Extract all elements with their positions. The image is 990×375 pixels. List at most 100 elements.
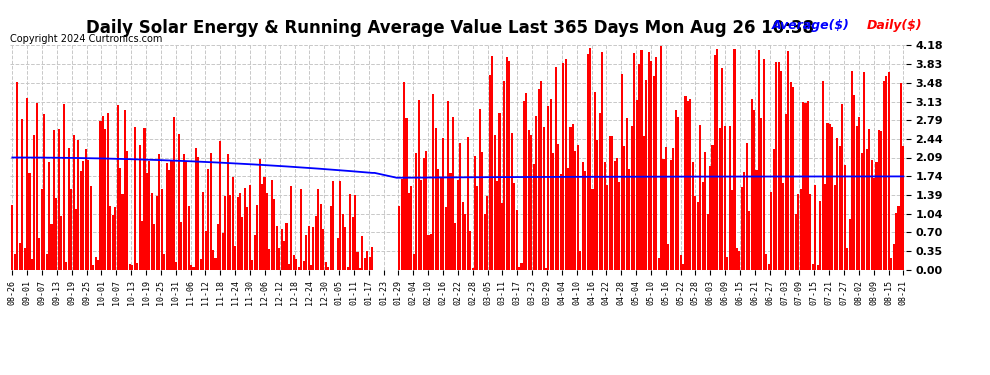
Bar bbox=[197, 157, 199, 270]
Bar bbox=[418, 100, 420, 270]
Bar bbox=[631, 126, 633, 270]
Bar bbox=[330, 206, 332, 270]
Bar bbox=[629, 169, 631, 270]
Bar bbox=[822, 81, 824, 270]
Bar bbox=[90, 186, 92, 270]
Bar bbox=[280, 229, 283, 270]
Bar bbox=[554, 68, 556, 270]
Bar bbox=[885, 76, 887, 270]
Bar bbox=[824, 184, 826, 270]
Bar bbox=[39, 238, 41, 270]
Bar bbox=[621, 74, 623, 270]
Bar bbox=[340, 182, 342, 270]
Bar bbox=[415, 153, 418, 270]
Bar bbox=[734, 50, 736, 270]
Bar bbox=[743, 172, 745, 270]
Bar bbox=[92, 265, 94, 270]
Bar bbox=[765, 254, 767, 270]
Bar bbox=[868, 129, 870, 270]
Bar bbox=[819, 201, 822, 270]
Bar bbox=[650, 61, 652, 270]
Bar bbox=[508, 61, 510, 270]
Bar bbox=[361, 236, 363, 270]
Bar bbox=[349, 194, 351, 270]
Bar bbox=[408, 193, 410, 270]
Bar bbox=[117, 105, 119, 270]
Bar bbox=[77, 140, 79, 270]
Bar bbox=[70, 189, 72, 270]
Bar bbox=[187, 206, 190, 270]
Bar bbox=[837, 138, 839, 270]
Bar bbox=[748, 211, 750, 270]
Bar bbox=[371, 248, 373, 270]
Bar bbox=[523, 101, 525, 270]
Bar bbox=[207, 169, 209, 270]
Bar bbox=[271, 180, 273, 270]
Bar bbox=[75, 209, 77, 270]
Bar bbox=[662, 159, 664, 270]
Bar bbox=[170, 160, 172, 270]
Bar bbox=[202, 192, 204, 270]
Bar bbox=[741, 187, 742, 270]
Bar bbox=[466, 136, 468, 270]
Bar bbox=[185, 161, 187, 270]
Bar bbox=[785, 114, 787, 270]
Bar bbox=[293, 255, 295, 270]
Bar bbox=[351, 217, 353, 270]
Bar bbox=[702, 182, 704, 270]
Bar bbox=[739, 251, 741, 270]
Bar bbox=[87, 159, 89, 270]
Bar bbox=[745, 143, 747, 270]
Bar bbox=[300, 189, 302, 270]
Bar bbox=[717, 49, 719, 270]
Bar bbox=[494, 135, 496, 270]
Bar bbox=[158, 154, 160, 270]
Bar bbox=[569, 127, 571, 270]
Bar bbox=[489, 75, 491, 270]
Bar bbox=[318, 189, 320, 270]
Bar bbox=[275, 226, 278, 270]
Bar bbox=[190, 264, 192, 270]
Bar bbox=[707, 214, 709, 270]
Bar bbox=[814, 185, 817, 270]
Bar bbox=[134, 127, 136, 270]
Bar bbox=[220, 141, 222, 270]
Bar bbox=[433, 94, 435, 270]
Bar bbox=[413, 254, 415, 270]
Bar bbox=[359, 268, 361, 270]
Bar bbox=[256, 206, 258, 270]
Bar bbox=[354, 195, 356, 270]
Bar bbox=[750, 99, 752, 270]
Bar bbox=[215, 258, 217, 270]
Bar bbox=[454, 223, 456, 270]
Bar bbox=[303, 261, 305, 270]
Bar bbox=[449, 173, 451, 270]
Bar bbox=[888, 72, 890, 270]
Bar bbox=[62, 104, 64, 270]
Bar bbox=[327, 267, 329, 270]
Bar bbox=[829, 124, 831, 270]
Bar bbox=[579, 251, 581, 270]
Bar bbox=[322, 229, 325, 270]
Bar bbox=[124, 110, 126, 270]
Bar bbox=[195, 147, 197, 270]
Bar bbox=[445, 207, 446, 270]
Bar bbox=[636, 100, 638, 270]
Bar bbox=[129, 264, 131, 270]
Bar bbox=[285, 223, 287, 270]
Bar bbox=[261, 184, 263, 270]
Bar bbox=[531, 135, 533, 270]
Bar bbox=[839, 146, 841, 270]
Bar bbox=[268, 249, 270, 270]
Bar bbox=[44, 114, 46, 270]
Bar bbox=[410, 186, 413, 270]
Bar bbox=[506, 57, 508, 270]
Bar bbox=[85, 149, 87, 270]
Bar bbox=[471, 268, 473, 270]
Bar bbox=[496, 180, 498, 270]
Bar bbox=[16, 82, 18, 270]
Bar bbox=[848, 219, 850, 270]
Bar bbox=[114, 207, 116, 270]
Bar bbox=[155, 196, 157, 270]
Bar bbox=[536, 116, 538, 270]
